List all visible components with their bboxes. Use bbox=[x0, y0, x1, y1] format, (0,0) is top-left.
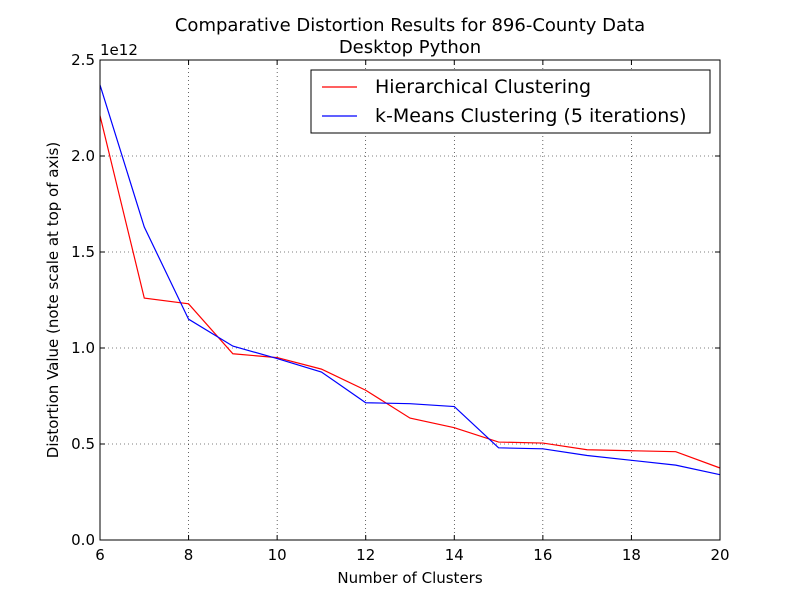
y-tick-label: 1.0 bbox=[71, 339, 95, 357]
y-tick-label: 2.5 bbox=[71, 51, 95, 69]
series-line-hierarchical bbox=[99, 115, 721, 469]
legend-box bbox=[310, 69, 711, 134]
y-tick-label: 0.5 bbox=[71, 435, 95, 453]
data-point-hierarchical bbox=[409, 417, 411, 419]
data-point-hierarchical bbox=[232, 353, 234, 355]
data-point-hierarchical bbox=[365, 389, 367, 391]
data-point-kmeans bbox=[630, 459, 632, 461]
x-tick-label: 8 bbox=[184, 546, 194, 564]
axis-ticks: 6 8 10 12 14 16 18 20 0.0 0.5 1.0 1.5 2.0 2.5 bbox=[71, 51, 729, 564]
data-point-kmeans bbox=[365, 402, 367, 404]
x-tick-label: 16 bbox=[533, 546, 552, 564]
y-axis-label: Distortion Value (note scale at top of a… bbox=[44, 142, 62, 458]
y-tick-label: 1.5 bbox=[71, 243, 95, 261]
x-tick-label: 10 bbox=[268, 546, 287, 564]
data-point-kmeans bbox=[542, 448, 544, 450]
chart-subtitle: Desktop Python bbox=[339, 37, 481, 58]
data-point-hierarchical bbox=[542, 442, 544, 444]
x-tick-label: 14 bbox=[445, 546, 464, 564]
data-point-kmeans bbox=[320, 371, 322, 373]
data-point-kmeans bbox=[143, 226, 145, 228]
data-point-kmeans bbox=[498, 447, 500, 449]
data-point-hierarchical bbox=[675, 451, 677, 453]
x-tick-label: 18 bbox=[622, 546, 641, 564]
x-tick-label: 6 bbox=[95, 546, 105, 564]
legend: Hierarchical Clustering k-Means Clusteri… bbox=[310, 69, 711, 134]
x-axis-label: Number of Clusters bbox=[337, 569, 482, 587]
y-offset-label: 1e12 bbox=[100, 41, 138, 59]
data-point-hierarchical bbox=[143, 297, 145, 299]
data-point-hierarchical bbox=[630, 450, 632, 452]
plot-frame bbox=[99, 59, 721, 541]
x-tick-label: 20 bbox=[710, 546, 729, 564]
data-point-hierarchical bbox=[498, 441, 500, 443]
data-point-kmeans bbox=[675, 464, 677, 466]
data-point-kmeans bbox=[453, 406, 455, 408]
legend-label-kmeans: k-Means Clustering (5 iterations) bbox=[375, 105, 687, 127]
y-tick-label: 2.0 bbox=[71, 147, 95, 165]
legend-label-hierarchical: Hierarchical Clustering bbox=[375, 76, 591, 98]
data-point-kmeans bbox=[232, 345, 234, 347]
data-point-hierarchical bbox=[453, 427, 455, 429]
data-point-kmeans bbox=[409, 403, 411, 405]
data-point-kmeans bbox=[188, 318, 190, 320]
data-point-kmeans bbox=[586, 455, 588, 457]
series-line-kmeans bbox=[99, 84, 721, 476]
chart-title: Comparative Distortion Results for 896-C… bbox=[175, 15, 645, 36]
x-tick-label: 12 bbox=[356, 546, 375, 564]
series-lines bbox=[99, 84, 721, 476]
data-point-kmeans bbox=[276, 358, 278, 360]
data-point-hierarchical bbox=[586, 449, 588, 451]
y-tick-label: 0.0 bbox=[71, 531, 95, 549]
data-point-hierarchical bbox=[188, 303, 190, 305]
data-point-hierarchical bbox=[320, 368, 322, 370]
